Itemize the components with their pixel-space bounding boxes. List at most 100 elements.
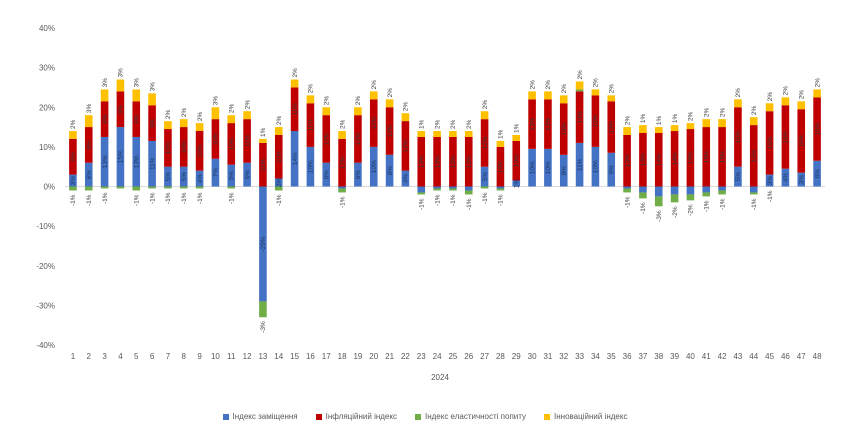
bar-segment-3: [686, 194, 695, 201]
bar-segment-1: [480, 166, 489, 187]
data-label: -2%: [688, 204, 695, 216]
bar-segment-1: [69, 174, 77, 187]
data-label: 6%: [244, 170, 251, 180]
data-label: 3%: [213, 96, 220, 106]
bar-segment-4: [639, 125, 647, 134]
data-label: 3%: [133, 78, 140, 88]
bar-segment-2: [322, 115, 331, 163]
bar-segment-1: [813, 160, 821, 187]
data-label: 3%: [118, 68, 125, 78]
bar-segment-1: [100, 136, 109, 187]
data-label: 2%: [181, 108, 188, 118]
data-label: 2%: [735, 88, 742, 98]
data-label: 2%: [355, 96, 362, 106]
bar-segment-2: [480, 119, 489, 167]
bar-segment-2: [259, 142, 267, 187]
data-label: 13%: [624, 154, 631, 167]
data-label: 9%: [70, 152, 77, 162]
x-tick-label: 37: [638, 352, 647, 361]
data-label: 14%: [672, 152, 679, 165]
bar-segment-1: [179, 166, 188, 187]
data-label: 14%: [656, 153, 663, 166]
bar-segment-3: [639, 192, 647, 199]
data-label: 1%: [513, 123, 520, 133]
bar-segment-4: [559, 95, 568, 104]
bar-segment-2: [623, 134, 631, 187]
bar-segment-4: [179, 119, 188, 128]
y-tick-label: -30%: [36, 301, 55, 310]
bar-segment-1: [211, 158, 220, 187]
bar-segment-2: [797, 109, 806, 173]
data-label: -1%: [498, 194, 505, 206]
bar-segment-4: [623, 127, 631, 135]
bar-segment-2: [449, 136, 457, 187]
data-label: 5%: [165, 172, 172, 182]
legend-label-elasticity-index: Індекс еластичності попиту: [424, 412, 527, 421]
data-label: 11%: [577, 158, 584, 171]
bar-segment-2: [544, 99, 552, 149]
legend-label-inflation-index: Інфляційний індекс: [325, 412, 397, 421]
data-label: 2%: [767, 92, 774, 102]
bar-segment-3: [464, 190, 473, 195]
y-tick-label: 30%: [39, 64, 55, 73]
bar-segment-1: [607, 152, 616, 187]
data-label: 15%: [703, 150, 710, 163]
bar-segment-1: [449, 186, 457, 189]
bar-segment-3: [496, 188, 505, 191]
data-label: 9%: [118, 104, 125, 114]
legend-swatch-innovation-index: [544, 413, 551, 420]
bar-segment-4: [433, 131, 441, 137]
legend-item-elasticity-index: Індекс еластичності попиту: [414, 412, 527, 421]
data-label: -1%: [102, 192, 109, 204]
data-label: 15%: [719, 150, 726, 163]
data-label: 11%: [244, 134, 251, 147]
bar-segment-1: [148, 140, 156, 187]
bar-segment-3: [718, 190, 726, 195]
bar-segment-1: [559, 154, 568, 187]
data-label: 13%: [418, 155, 425, 168]
data-label: 12%: [339, 156, 346, 169]
x-tick-label: 16: [306, 352, 315, 361]
data-label: 2%: [387, 88, 394, 98]
x-tick-label: 23: [417, 352, 426, 361]
data-label: 15%: [751, 149, 758, 162]
bar-segment-2: [496, 146, 505, 187]
x-tick-label: 11: [227, 352, 236, 361]
bar-segment-3: [69, 186, 77, 191]
bar-segment-3: [259, 301, 267, 318]
bar-segment-3: [433, 188, 441, 191]
data-label: 3%: [767, 176, 774, 186]
bar-segment-4: [148, 93, 156, 106]
bar-segment-1: [354, 162, 362, 187]
data-label: 12%: [387, 124, 394, 137]
data-label: 10%: [593, 160, 600, 173]
bar-segment-2: [433, 136, 441, 187]
bar-segment-1: [385, 154, 394, 187]
data-label: 1%: [672, 113, 679, 123]
y-tick-label: -40%: [36, 341, 55, 350]
x-tick-label: 18: [338, 352, 347, 361]
bar-segment-3: [623, 188, 631, 193]
bar-segment-2: [559, 103, 568, 155]
data-label: 11%: [292, 103, 299, 116]
data-label: -1%: [197, 192, 204, 204]
bar-segment-2: [417, 136, 426, 187]
bar-segment-2: [211, 119, 220, 159]
data-label: 2%: [798, 90, 805, 100]
bar-segment-4: [607, 95, 616, 102]
data-label: 10%: [513, 154, 520, 167]
bar-segment-3: [654, 196, 663, 207]
data-label: 3%: [86, 104, 93, 114]
bar-segment-4: [195, 123, 204, 132]
data-label: 13%: [561, 122, 568, 135]
bar-segment-1: [401, 170, 410, 187]
bar-segment-2: [385, 107, 394, 155]
x-tick-label: 20: [369, 352, 378, 361]
bar-segment-2: [781, 105, 790, 169]
bar-segment-2: [354, 115, 362, 163]
x-tick-label: 13: [258, 352, 267, 361]
data-label: 12%: [355, 132, 362, 145]
bar-segment-3: [84, 186, 93, 191]
x-tick-label: 40: [686, 352, 695, 361]
